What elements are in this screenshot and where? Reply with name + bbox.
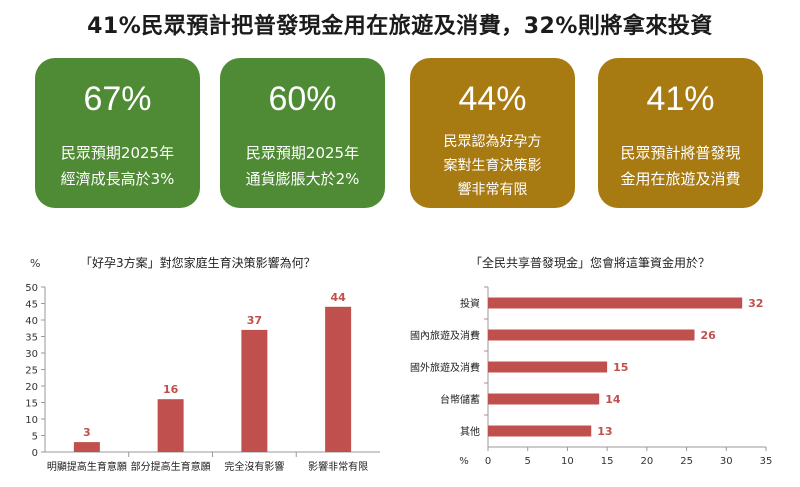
y-tick-label: 50	[25, 283, 38, 294]
bar-value-label: 14	[605, 393, 621, 406]
cash-usage-bar-chart: 0 5 10 15 20 25 30 35% 32 投資 26 國內旅遊及消費 15 國外旅遊及消費 14 台…	[410, 286, 773, 467]
bar	[488, 329, 695, 341]
category-label: 其他	[460, 425, 480, 438]
category-label: 部分提高生育意願	[131, 460, 211, 473]
fertility-bar-chart: % 0 5 10 15 20 25 30 35 40 45 50 3 明顯提高生育意願 16 部分提高生育意願…	[25, 257, 380, 473]
y-tick-label: 10	[25, 415, 38, 426]
stat-card-line: 通貨膨脹大於2%	[245, 170, 360, 188]
bar	[73, 442, 100, 452]
headline: 41%民眾預計把普發現金用在旅遊及消費，32%則將拿來投資	[87, 14, 713, 39]
stat-card-gdp: 67% 民眾預期2025年 經濟成長高於3%	[35, 58, 200, 208]
stat-card-line: 民眾預計將普發現	[620, 144, 741, 162]
y-tick-label: 20	[25, 382, 38, 393]
bar	[488, 393, 600, 405]
x-tick-label: 10	[561, 456, 574, 467]
stat-card-line: 案對生育決策影	[443, 158, 542, 174]
x-tick-label: 35	[760, 456, 773, 467]
stat-card-line: 響非常有限	[457, 182, 528, 198]
bar	[241, 329, 268, 452]
bar-value-label: 26	[701, 329, 717, 342]
category-label: 完全沒有影響	[224, 460, 284, 473]
category-label: 國外旅遊及消費	[410, 361, 480, 374]
category-label: 國內旅遊及消費	[410, 329, 480, 342]
stat-card-line: 金用在旅遊及消費	[620, 170, 741, 188]
y-tick-label: 25	[25, 366, 38, 377]
category-label: 台幣儲蓄	[440, 393, 480, 406]
bar	[488, 297, 743, 309]
y-tick-label: 40	[25, 316, 38, 327]
y-tick-label: 0	[32, 448, 38, 459]
y-tick-label: 35	[25, 333, 38, 344]
bar	[325, 306, 352, 452]
x-axis-label: %	[459, 456, 469, 467]
bar-value-label: 44	[330, 291, 346, 304]
category-label: 影響非常有限	[308, 460, 368, 473]
bar-value-label: 13	[597, 425, 612, 438]
x-tick-label: 25	[680, 456, 693, 467]
stat-card-line: 經濟成長高於3%	[60, 170, 175, 188]
y-tick-label: 45	[25, 300, 38, 311]
bar-value-label: 32	[748, 297, 763, 310]
bar-value-label: 16	[163, 383, 179, 396]
x-tick-label: 30	[720, 456, 733, 467]
y-axis-label: %	[30, 257, 40, 270]
stat-card-inflation: 60% 民眾預期2025年 通貨膨脹大於2%	[220, 58, 385, 208]
bar	[488, 425, 592, 437]
fertility-chart-title: 「好孕3方案」對您家庭生育決策影響為何？	[80, 256, 316, 270]
stat-card-value: 41%	[646, 80, 715, 118]
y-tick-label: 30	[25, 349, 38, 360]
stat-card-line: 民眾認為好孕方	[443, 134, 542, 150]
x-tick-label: 5	[525, 456, 531, 467]
stat-card-value: 44%	[458, 80, 527, 118]
stat-card-line: 民眾預期2025年	[245, 144, 360, 162]
stat-card-description: 民眾認為好孕方 案對生育決策影 響非常有限	[420, 130, 565, 202]
bar	[488, 361, 608, 373]
x-tick-label: 20	[640, 456, 653, 467]
cash-usage-chart-title: 「全民共享普發現金」您會將這筆資金用於？	[470, 256, 711, 270]
stat-card-value: 60%	[268, 80, 337, 118]
stat-card-cash-usage: 41% 民眾預計將普發現 金用在旅遊及消費	[598, 58, 763, 208]
y-tick-label: 15	[25, 399, 38, 410]
stat-card-value: 67%	[83, 80, 152, 118]
x-tick-label: 0	[485, 456, 491, 467]
y-tick-label: 5	[32, 432, 38, 443]
bar-value-label: 37	[247, 314, 262, 327]
bar-value-label: 3	[83, 426, 91, 439]
stat-card-line: 民眾預期2025年	[60, 144, 175, 162]
x-tick-label: 15	[601, 456, 614, 467]
stat-card-description: 民眾預計將普發現 金用在旅遊及消費	[608, 140, 753, 192]
bar	[157, 399, 184, 452]
stat-card-description: 民眾預期2025年 通貨膨脹大於2%	[230, 140, 375, 192]
stat-card-description: 民眾預期2025年 經濟成長高於3%	[45, 140, 190, 192]
bar-value-label: 15	[613, 361, 628, 374]
category-label: 明顯提高生育意願	[47, 460, 127, 473]
stat-card-fertility: 44% 民眾認為好孕方 案對生育決策影 響非常有限	[410, 58, 575, 208]
category-label: 投資	[460, 297, 480, 310]
